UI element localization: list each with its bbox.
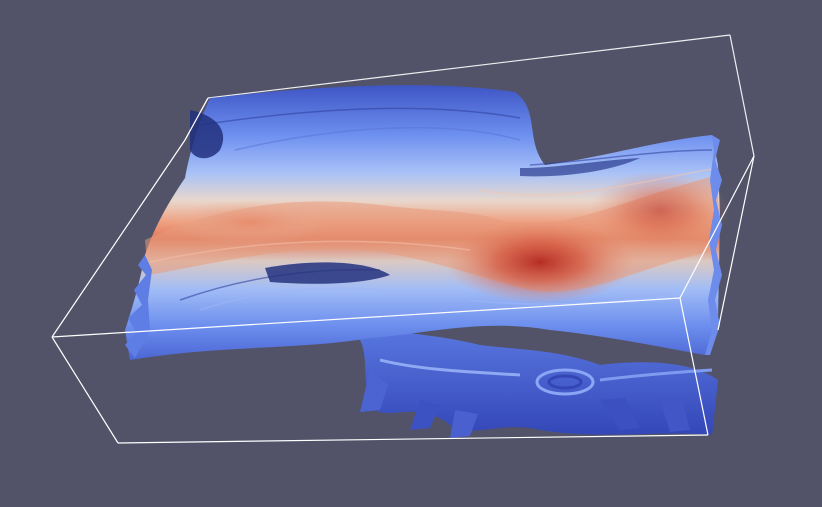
bounding-box-front [51, 97, 755, 444]
flow-surface [125, 85, 730, 360]
lower-flow-region [150, 325, 718, 438]
